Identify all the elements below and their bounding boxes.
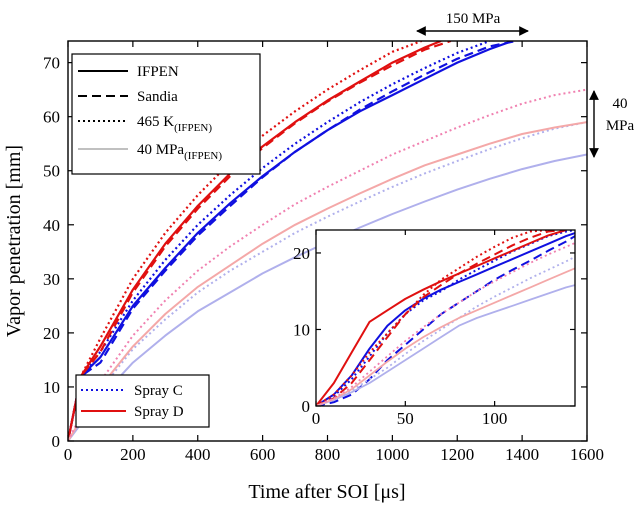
inset-series-line-4: [316, 230, 563, 406]
inset-plot-lines: [316, 230, 575, 406]
inset-series-line-9: [316, 242, 575, 406]
legend-label-465k: 465 K(IFPEN): [137, 114, 212, 134]
main-y-tick-label: 10: [43, 378, 60, 397]
main-y-tick-label: 70: [43, 54, 60, 73]
legend-label-465k-main: 465 K: [137, 114, 174, 130]
legend-label-spray-c: Spray C: [134, 383, 183, 399]
legend-color-box: [75, 374, 210, 428]
inset-series-line-0: [316, 232, 575, 406]
main-y-tick-label: 0: [52, 432, 61, 451]
main-series-line-6: [68, 153, 587, 441]
legend-linestyle-box: [71, 53, 261, 175]
main-x-tick-label: 600: [250, 445, 276, 464]
main-y-tick-label: 20: [43, 324, 60, 343]
x-axis-label: Time after SOI [μs]: [248, 481, 405, 503]
legend-color: Spray C Spray D: [75, 374, 210, 428]
annotation-40mpa: 40 MPa: [589, 90, 635, 158]
inset-background: [316, 230, 575, 406]
main-x-tick-label: 800: [315, 445, 341, 464]
inset-series-line-7: [316, 256, 575, 406]
legend-label-40mpa-sub: (IFPEN): [184, 150, 222, 162]
main-series-line-7: [68, 121, 587, 441]
legend-label-465k-sub: (IFPEN): [174, 122, 212, 134]
inset-series-line-3: [316, 230, 567, 406]
main-series-line-1: [68, 41, 516, 441]
main-x-tick-label: 1200: [440, 445, 474, 464]
main-axis-ticks: 0 200 400 600 800 1000 1200 1400 160001020304050…: [43, 41, 604, 464]
inset-x-tick-label: 0: [312, 409, 321, 428]
main-y-tick-label: 50: [43, 162, 60, 181]
legend-label-spray-d: Spray D: [134, 404, 184, 420]
legend-label-40mpa: 40 MPa(IFPEN): [137, 142, 222, 162]
main-x-tick-label: 1000: [375, 445, 409, 464]
inset-series-line-8: [316, 267, 575, 406]
inset-series-line-5: [316, 230, 549, 406]
y-axis-label: Vapor penetration [mm]: [3, 145, 25, 337]
main-x-tick-label: 0: [64, 445, 73, 464]
inset-y-tick-label: 20: [293, 244, 310, 263]
inset-y-tick-label: 10: [293, 320, 310, 339]
legend-linestyle: IFPEN Sandia 465 K(IFPEN) 40 MPa(IFPEN): [71, 53, 261, 175]
inset-series-line-6: [316, 284, 575, 406]
main-x-tick-label: 200: [120, 445, 146, 464]
annotation-40mpa-label-line1: 40: [613, 96, 628, 112]
main-x-tick-label: 400: [185, 445, 211, 464]
main-y-tick-label: 60: [43, 108, 60, 127]
inset-axes-box: [315, 229, 576, 407]
annotation-150mpa: 150 MPa: [416, 11, 529, 36]
main-x-tick-label: 1400: [505, 445, 539, 464]
inset-x-tick-label: 100: [482, 409, 508, 428]
main-y-tick-label: 30: [43, 270, 60, 289]
legend-label-sandia: Sandia: [137, 89, 178, 105]
inset-axis-ticks: 0 50 100 0 10 20: [293, 230, 575, 428]
annotation-40mpa-label-line2: MPa: [606, 118, 635, 134]
legend-label-40mpa-main: 40 MPa: [137, 142, 184, 158]
main-series-line-8: [68, 121, 587, 441]
inset-y-tick-label: 0: [302, 397, 311, 416]
legend-label-ifpen: IFPEN: [137, 64, 179, 80]
inset-x-tick-label: 50: [397, 409, 414, 428]
annotation-150mpa-label: 150 MPa: [446, 11, 501, 27]
main-x-tick-label: 1600: [570, 445, 604, 464]
main-y-tick-label: 40: [43, 216, 60, 235]
